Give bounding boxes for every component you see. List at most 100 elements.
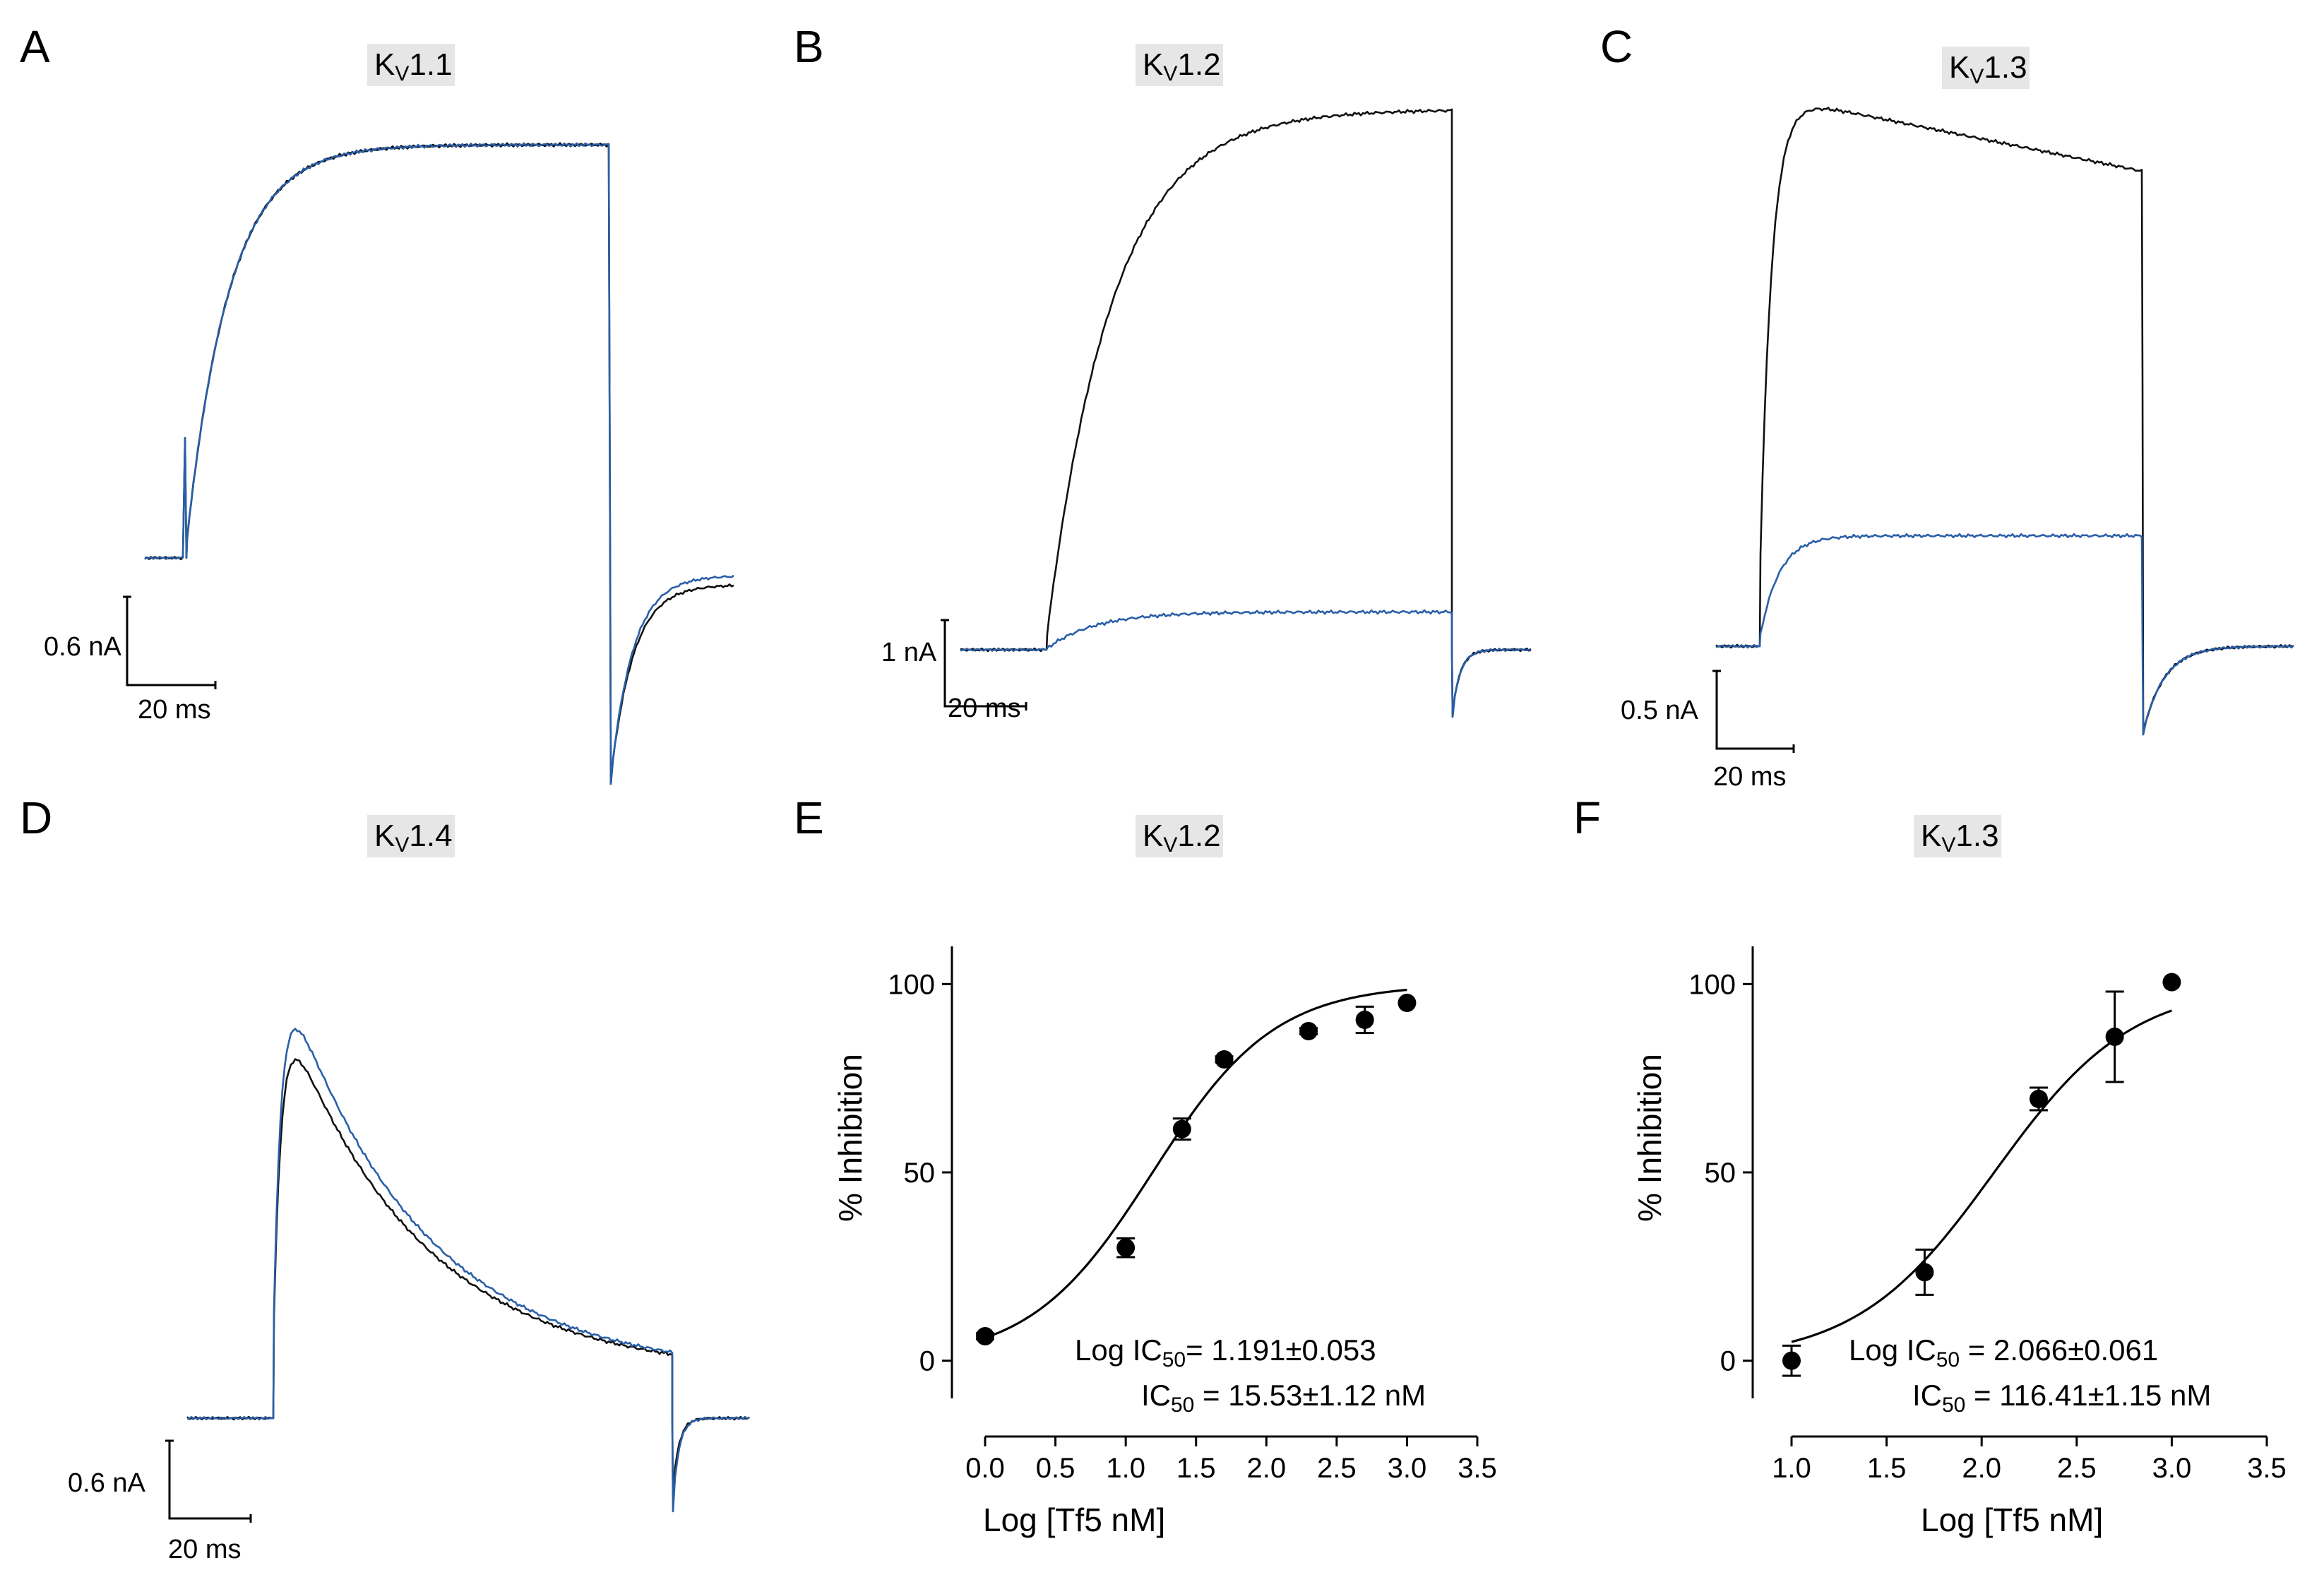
title-b: KV1.2 xyxy=(1136,44,1223,86)
title-f-text: KV1.3 xyxy=(1921,819,1999,857)
xlabel-f: Log [Tf5 nM] xyxy=(1921,1501,2103,1538)
data-point-e-3 xyxy=(1215,1050,1234,1069)
data-point-e-1 xyxy=(1116,1238,1136,1257)
panel-label-f: F xyxy=(1573,792,1601,843)
annotation-f-line2: IC50 = 116.41±1.15 nM xyxy=(1912,1379,2211,1417)
data-point-f-3 xyxy=(2105,1028,2124,1046)
axes-e: 0 50 100 0.0 0.5 1.0 1.5 2.0 2.5 3.0 3.5 xyxy=(888,946,1497,1484)
panel-label-e: E xyxy=(794,792,824,843)
trace-d-treated xyxy=(186,1028,750,1513)
y-tick-label-f-0: 0 xyxy=(1720,1346,1736,1377)
y-tick-label-f-2: 100 xyxy=(1688,969,1736,1000)
xlabel-e: Log [Tf5 nM] xyxy=(983,1501,1165,1538)
data-point-e-6 xyxy=(1398,994,1417,1012)
data-point-e-4 xyxy=(1299,1022,1318,1040)
scale-bar-d xyxy=(165,1439,252,1523)
y-tick-label-e-2: 100 xyxy=(888,969,935,1000)
trace-c-treated xyxy=(1715,533,2294,736)
title-a-background xyxy=(367,44,455,86)
title-d-background xyxy=(367,815,455,857)
scale-bar-d-time: 20 ms xyxy=(168,1535,241,1564)
x-tick-label-e-3: 1.5 xyxy=(1176,1453,1216,1484)
y-tick-label-e-0: 0 xyxy=(919,1346,935,1377)
x-tick-label-e-5: 2.5 xyxy=(1317,1453,1357,1484)
annotation-f-line1: Log IC50 = 2.066±0.061 xyxy=(1849,1333,2158,1372)
data-point-e-5 xyxy=(1355,1011,1374,1029)
scale-bar-a-lines xyxy=(126,597,215,686)
traces-c xyxy=(1715,107,2294,736)
x-tick-label-e-6: 3.0 xyxy=(1388,1453,1427,1484)
points-e xyxy=(976,988,1417,1345)
scale-bar-a-time: 20 ms xyxy=(138,695,210,725)
scale-bar-c-current: 0.5 nA xyxy=(1621,696,1699,725)
title-b-background xyxy=(1136,44,1223,86)
traces-a xyxy=(144,142,734,785)
data-point-e-0 xyxy=(976,1327,994,1345)
scale-bar-b xyxy=(941,619,1027,710)
data-point-f-2 xyxy=(2029,1090,2048,1108)
ylabel-f: % Inhibition xyxy=(1631,1054,1668,1222)
title-a-text: KV1.1 xyxy=(374,47,453,85)
trace-a-control xyxy=(144,142,734,785)
x-tick-label-f-4: 3.0 xyxy=(2152,1453,2192,1484)
title-f-background xyxy=(1914,815,2001,857)
x-tick-label-e-4: 2.0 xyxy=(1246,1453,1286,1484)
title-e-background xyxy=(1136,815,1223,857)
title-e: KV1.2 xyxy=(1136,815,1223,857)
points-f xyxy=(1782,973,2181,1377)
x-tick-label-e-1: 0.5 xyxy=(1036,1453,1075,1484)
title-f: KV1.3 xyxy=(1914,815,2001,857)
scale-bar-b-current: 1 nA xyxy=(881,638,937,667)
axes-f: 0 50 100 1.0 1.5 2.0 2.5 3.0 3.5 xyxy=(1688,946,2287,1484)
x-tick-label-f-5: 3.5 xyxy=(2247,1453,2287,1484)
trace-b-treated xyxy=(960,609,1532,718)
scale-bar-c xyxy=(1712,670,1795,753)
annotation-e-line1: Log IC50= 1.191±0.053 xyxy=(1075,1333,1376,1372)
scale-bar-b-time: 20 ms xyxy=(948,694,1020,723)
scale-bar-d-current: 0.6 nA xyxy=(68,1468,146,1498)
title-c: KV1.3 xyxy=(1942,47,2030,89)
scale-bar-c-lines xyxy=(1715,671,1794,750)
trace-b-control xyxy=(960,108,1532,718)
trace-d-control xyxy=(186,1058,750,1499)
x-tick-label-e-0: 0.0 xyxy=(965,1453,1005,1484)
x-tick-label-e-2: 1.0 xyxy=(1106,1453,1145,1484)
data-point-f-1 xyxy=(1915,1263,1934,1282)
scale-bar-a xyxy=(123,595,217,689)
title-c-background xyxy=(1942,47,2030,89)
scale-bar-d-lines xyxy=(168,1441,251,1520)
panel-label-a: A xyxy=(20,21,50,72)
fit-curve-e xyxy=(984,988,1407,1339)
data-point-f-4 xyxy=(2162,973,2181,992)
ylabel-e: % Inhibition xyxy=(832,1054,869,1222)
data-point-e-2 xyxy=(1172,1119,1191,1138)
y-tick-label-f-1: 50 xyxy=(1705,1158,1736,1189)
scale-bar-a-current: 0.6 nA xyxy=(44,632,122,662)
dose-response-f: 0 50 100 1.0 1.5 2.0 2.5 3.0 3.5 Log [Tf5 nM] % … xyxy=(1631,946,2287,1538)
title-d: KV1.4 xyxy=(367,815,455,857)
x-tick-label-f-3: 2.5 xyxy=(2057,1453,2097,1484)
panel-label-d: D xyxy=(20,792,52,843)
x-tick-label-e-7: 3.5 xyxy=(1458,1453,1497,1484)
title-e-text: KV1.2 xyxy=(1143,819,1221,857)
panel-label-b: B xyxy=(794,21,824,72)
traces-b xyxy=(960,108,1532,718)
y-tick-label-e-1: 50 xyxy=(904,1158,936,1189)
data-point-f-0 xyxy=(1782,1351,1801,1370)
x-tick-label-f-1: 1.5 xyxy=(1867,1453,1907,1484)
scale-bar-c-time: 20 ms xyxy=(1713,762,1786,792)
trace-c-control xyxy=(1715,107,2294,736)
traces-d xyxy=(186,1028,750,1513)
x-tick-label-f-0: 1.0 xyxy=(1772,1453,1811,1484)
trace-a-treated xyxy=(144,142,734,785)
scale-bar-b-lines xyxy=(943,620,1026,708)
annotation-e-line2: IC50 = 15.53±1.12 nM xyxy=(1141,1379,1426,1417)
title-d-text: KV1.4 xyxy=(374,819,453,857)
x-tick-label-f-2: 2.0 xyxy=(1962,1453,2001,1484)
title-b-text: KV1.2 xyxy=(1143,47,1221,85)
title-a: KV1.1 xyxy=(367,44,455,86)
panel-label-c: C xyxy=(1600,21,1633,72)
dose-response-e: 0 50 100 0.0 0.5 1.0 1.5 2.0 2.5 3.0 3.5 Log [Tf5 … xyxy=(832,946,1497,1538)
fit-curve-f xyxy=(1791,1009,2172,1343)
